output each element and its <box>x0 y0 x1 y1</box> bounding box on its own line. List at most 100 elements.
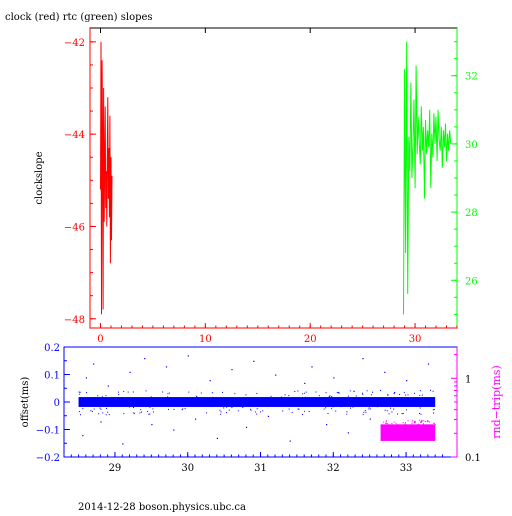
offset-point <box>369 402 371 404</box>
offset-point <box>372 391 373 393</box>
offset-point <box>211 406 213 408</box>
offset-point <box>288 395 290 397</box>
bottom-y2-tick-label: 1 <box>465 374 471 385</box>
offset-outlier-point <box>362 358 364 360</box>
top-y-axis-label: clockslope <box>34 151 45 204</box>
offset-point <box>196 395 197 397</box>
offset-point <box>325 407 327 409</box>
offset-point <box>106 407 107 409</box>
offset-outlier-point <box>347 432 349 434</box>
rtrip-point <box>387 423 389 425</box>
offset-point <box>307 403 309 405</box>
top-y2-tick-label: 26 <box>465 276 478 287</box>
offset-point <box>254 411 256 413</box>
offset-outlier-point <box>93 363 95 365</box>
offset-point <box>199 397 201 399</box>
top-series-group <box>100 41 452 315</box>
offset-point <box>132 391 134 393</box>
offset-point <box>152 408 154 410</box>
offset-point <box>91 411 93 412</box>
offset-point <box>220 411 222 413</box>
offset-outlier-point <box>289 440 291 442</box>
offset-point <box>342 402 344 404</box>
offset-outlier-point <box>122 443 124 445</box>
offset-point <box>299 398 301 400</box>
offset-point <box>105 395 107 397</box>
offset-point <box>122 401 124 403</box>
offset-outlier-point <box>384 371 386 373</box>
offset-outlier-point <box>304 382 306 384</box>
top-y-tick-label: −42 <box>64 38 85 49</box>
offset-point <box>149 406 151 408</box>
offset-point <box>208 405 210 407</box>
offset-point <box>433 412 434 414</box>
offset-point <box>280 397 282 399</box>
offset-point <box>350 399 352 401</box>
offset-point <box>133 413 135 415</box>
offset-point <box>391 411 393 413</box>
offset-point <box>322 402 324 404</box>
offset-point <box>191 399 193 401</box>
offset-point <box>246 400 248 402</box>
offset-point <box>241 399 243 401</box>
offset-point <box>324 404 326 406</box>
offset-point <box>403 397 405 399</box>
rtrip-band <box>380 424 436 441</box>
offset-point <box>129 406 130 408</box>
offset-point <box>153 411 154 413</box>
offset-outlier-point <box>82 435 84 437</box>
offset-point <box>304 410 306 412</box>
offset-point <box>120 402 122 404</box>
offset-point <box>217 405 219 407</box>
offset-point <box>196 404 198 406</box>
offset-point <box>168 392 170 394</box>
offset-point <box>78 391 80 393</box>
offset-point <box>433 403 434 405</box>
offset-point <box>82 408 84 410</box>
offset-outlier-point <box>275 374 277 376</box>
offset-outlier-point <box>85 377 87 379</box>
bottom-x-tick-label: 29 <box>109 463 122 474</box>
offset-point <box>351 404 353 405</box>
offset-point <box>336 392 338 394</box>
bottom-x-tick-label: 30 <box>181 463 194 474</box>
offset-point <box>118 394 120 396</box>
offset-outlier-point <box>100 421 102 423</box>
offset-point <box>393 408 395 410</box>
offset-point <box>256 408 258 410</box>
offset-point <box>329 395 331 397</box>
offset-outlier-point <box>326 424 328 426</box>
offset-point <box>421 394 423 396</box>
offset-point <box>328 404 330 406</box>
offset-point <box>304 401 306 403</box>
offset-point <box>390 398 392 400</box>
offset-point <box>389 400 391 402</box>
offset-point <box>366 390 368 392</box>
offset-point <box>338 401 340 403</box>
offset-point <box>386 410 388 412</box>
offset-point <box>308 400 310 402</box>
offset-point <box>242 404 244 406</box>
offset-point <box>272 404 274 406</box>
offset-point <box>99 407 101 409</box>
offset-outlier-point <box>165 366 168 368</box>
top-y2-tick-label: 32 <box>465 72 478 83</box>
offset-outlier-point <box>231 369 233 371</box>
offset-point <box>111 398 113 400</box>
offset-point <box>397 413 398 415</box>
bottom-y2-tick-label: 0.1 <box>465 453 481 464</box>
offset-point <box>419 407 421 409</box>
offset-outlier-point <box>195 418 197 420</box>
offset-outlier-point <box>144 358 146 360</box>
offset-point <box>362 414 364 416</box>
offset-point <box>419 394 421 396</box>
offset-point <box>352 406 354 408</box>
rtrip-point <box>404 423 406 425</box>
offset-point <box>284 394 286 396</box>
offset-point <box>108 414 110 416</box>
offset-point <box>97 395 99 397</box>
offset-point <box>314 400 316 402</box>
top-y-tick-label: −44 <box>64 130 85 141</box>
offset-point <box>127 391 129 393</box>
